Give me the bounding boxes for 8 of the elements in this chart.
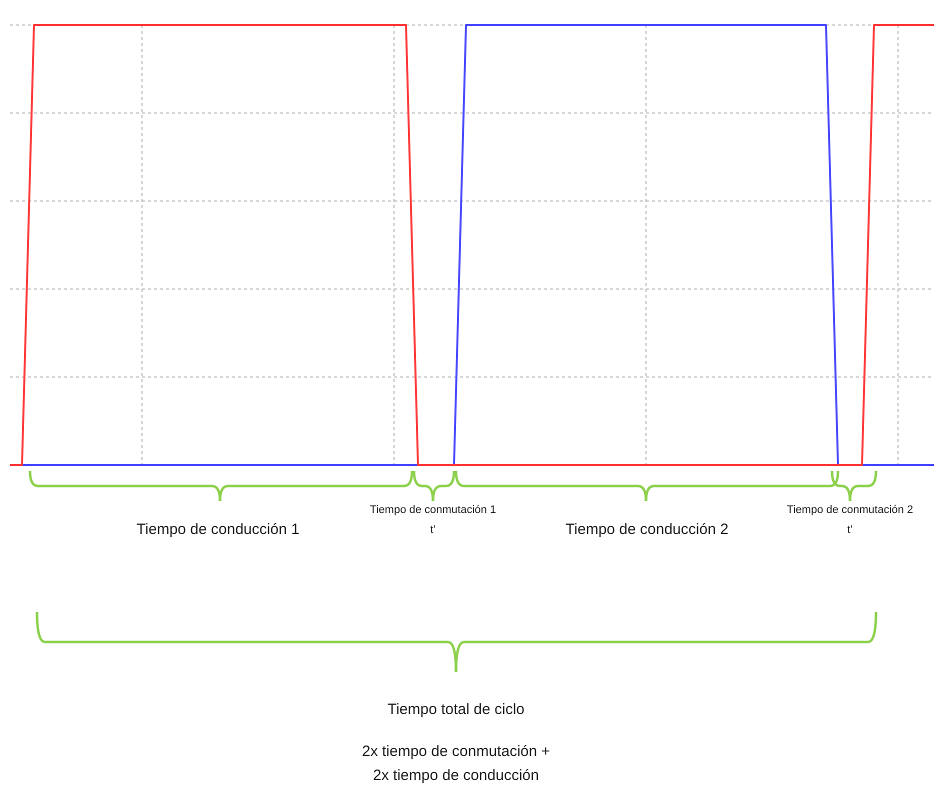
text: Tiempo total de ciclo — [387, 700, 525, 720]
text: 2x tiempo de conmutación + 2x tiempo de conducción — [362, 742, 550, 786]
text: t’ — [847, 523, 853, 538]
text: Tiempo de conducción 2 — [566, 520, 728, 540]
text: t’ — [430, 523, 436, 538]
text: Tiempo de conmutación 2 — [786, 503, 914, 518]
text: Tiempo de conducción 1 — [136, 520, 300, 540]
text: Tiempo de conmutación 1 — [370, 503, 496, 518]
